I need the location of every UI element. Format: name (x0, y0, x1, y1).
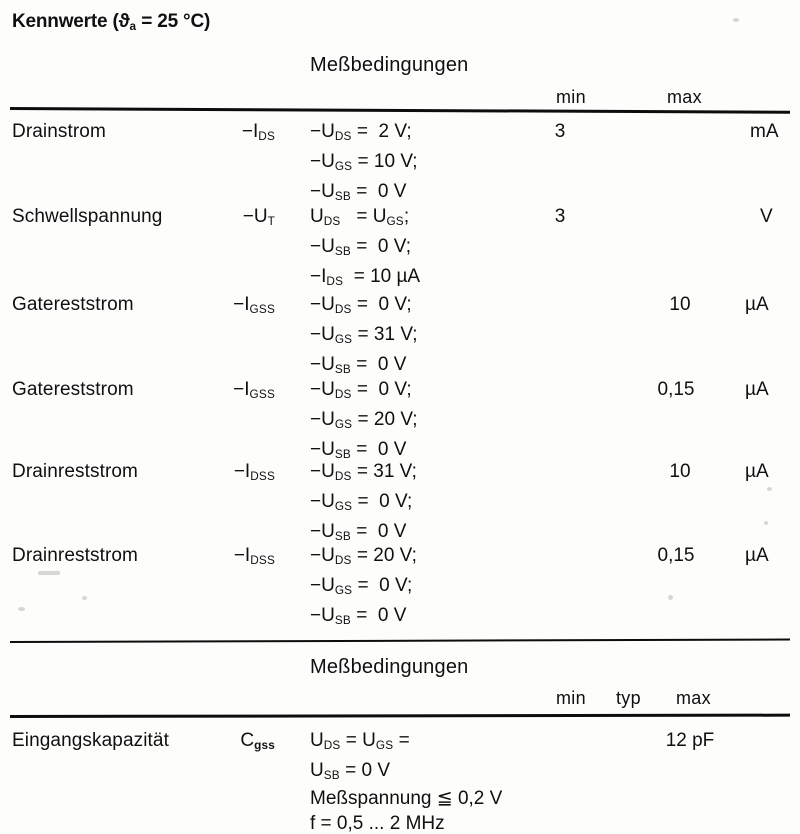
row-max-value: 10 (669, 294, 691, 315)
cap-col-min-header: min (556, 688, 586, 708)
row-unit: V (760, 206, 773, 227)
row-parameter-label: Drainreststrom (12, 545, 138, 566)
scan-speckle (668, 595, 673, 600)
row-condition-line: −UGS = 31 V; (310, 324, 418, 347)
row-parameter-label: Schwellspannung (12, 206, 163, 227)
row-condition-line: −USB = 0 V (310, 439, 407, 462)
cap-col-max-header: max (676, 688, 711, 708)
main-col-min-header: min (556, 87, 586, 107)
main-conditions-header: Meßbedingungen (310, 54, 469, 76)
row-symbol: −IDS (241, 121, 275, 144)
row-min-value: 3 (554, 206, 566, 227)
scan-speckle (18, 607, 25, 611)
row-condition-line: −USB = 0 V; (310, 236, 411, 259)
main-col-max-header: max (667, 87, 702, 107)
row-parameter-label: Eingangskapazität (12, 730, 169, 751)
row-symbol: −IDSS (233, 461, 275, 484)
page-title-condition: (ϑa = 25 °C) (112, 11, 211, 34)
row-symbol: −IGSS (233, 294, 275, 317)
row-condition-line: −UDS = 31 V; (310, 461, 417, 484)
row-condition-line: −UDS = 0 V; (310, 379, 412, 402)
row-condition-line: f = 0,5 ... 2 MHz (310, 813, 445, 834)
row-symbol: −UT (242, 206, 275, 229)
row-condition-line: −UGS = 10 V; (310, 151, 418, 174)
row-max-value: 10 (669, 461, 691, 482)
row-condition-line: −UDS = 2 V; (310, 121, 412, 144)
row-symbol: −IDSS (233, 545, 275, 568)
row-condition-line: −USB = 0 V (310, 354, 407, 377)
row-condition-line: −UDS = 0 V; (310, 294, 412, 317)
scan-speckle (767, 487, 772, 491)
row-max-value: 12 pF (665, 730, 715, 751)
row-condition-line: −UGS = 20 V; (310, 409, 418, 432)
row-condition-line: −UGS = 0 V; (310, 575, 413, 598)
row-unit: mA (750, 121, 779, 142)
row-parameter-label: Drainreststrom (12, 461, 138, 482)
row-condition-line: UDS = UGS = (310, 730, 410, 753)
row-symbol: Cgss (240, 730, 275, 753)
cap-col-typ-header: typ (616, 688, 641, 708)
capacitance-conditions-header: Meßbedingungen (310, 656, 469, 678)
scan-speckle (38, 571, 60, 575)
row-condition-line: UDS = UGS; (310, 206, 410, 229)
row-parameter-label: Gatereststrom (12, 294, 134, 315)
row-condition-line: −IDS = 10 µA (310, 266, 421, 289)
row-min-value: 3 (554, 121, 566, 142)
row-condition-line: USB = 0 V (310, 760, 391, 783)
row-unit: µA (745, 461, 769, 482)
row-condition-line: −UDS = 20 V; (310, 545, 417, 568)
scan-speckle (764, 521, 768, 525)
row-condition-line: −USB = 0 V (310, 605, 407, 628)
row-max-value: 0,15 (657, 545, 695, 566)
row-condition-line: −USB = 0 V (310, 181, 407, 204)
row-condition-line: Meßspannung ≦ 0,2 V (310, 788, 503, 809)
row-condition-line: −UGS = 0 V; (310, 491, 413, 514)
page-title: Kennwerte (ϑa = 25 °C) (12, 11, 211, 34)
row-unit: µA (745, 379, 769, 400)
row-parameter-label: Gatereststrom (12, 379, 134, 400)
row-symbol: −IGSS (233, 379, 275, 402)
row-unit: µA (745, 294, 769, 315)
page-title-prefix: Kennwerte (12, 11, 108, 32)
row-parameter-label: Drainstrom (12, 121, 106, 142)
scan-speckle (82, 596, 87, 600)
row-max-value: 0,15 (657, 379, 695, 400)
scan-speckle (733, 18, 739, 22)
row-condition-line: −USB = 0 V (310, 521, 407, 544)
row-unit: µA (745, 545, 769, 566)
